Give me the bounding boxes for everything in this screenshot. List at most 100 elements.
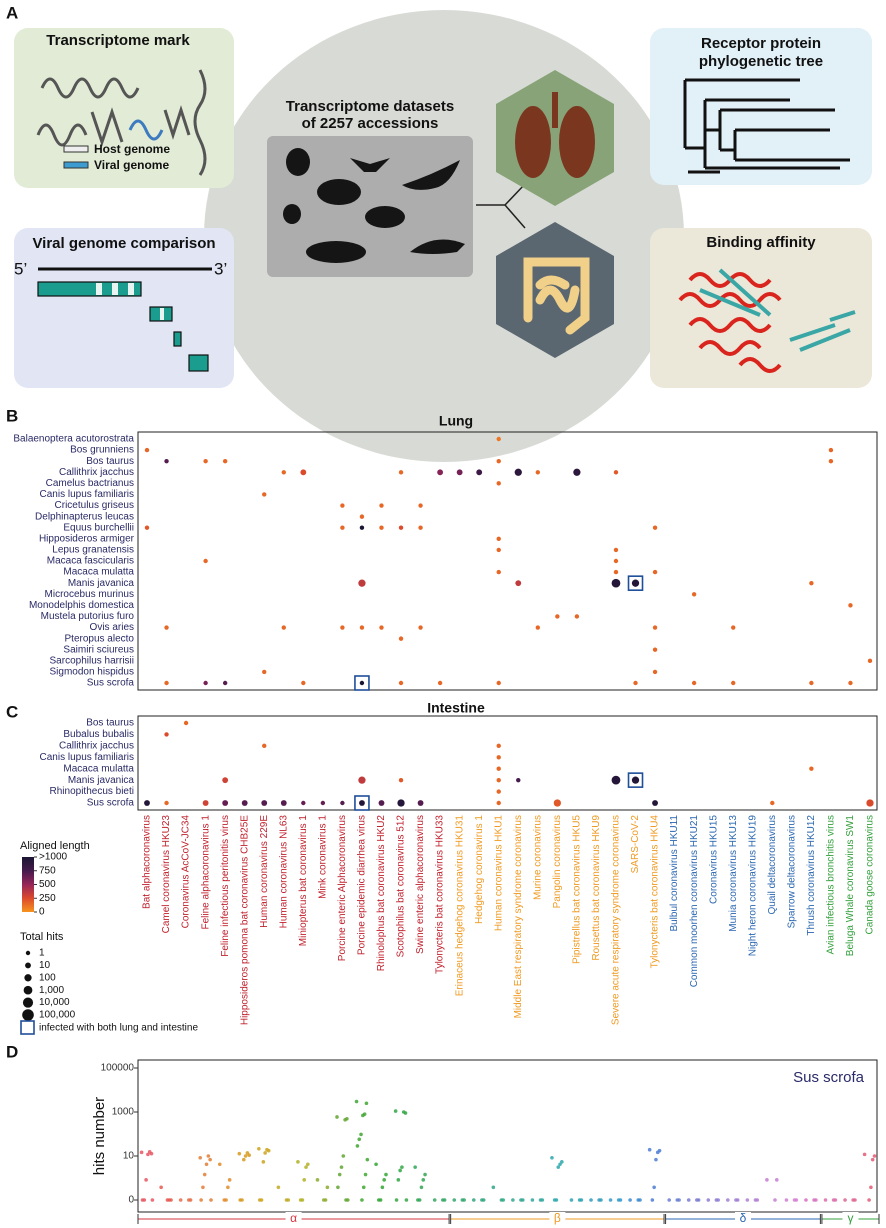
- point: [365, 1157, 370, 1162]
- x-tick-label: Mink coronavirus 1: [318, 815, 329, 899]
- dot: [301, 680, 306, 686]
- highlight-box: [627, 772, 644, 788]
- dot: [280, 800, 287, 806]
- dot: [437, 469, 444, 476]
- dot: [222, 458, 228, 464]
- dot: [631, 776, 640, 784]
- y-tick-label: Microcebus murinus: [45, 589, 134, 600]
- dot: [691, 592, 697, 597]
- dot: [203, 458, 208, 464]
- y-tick-label: Canis lupus familiaris: [40, 489, 134, 500]
- point: [577, 1198, 582, 1202]
- y-tick-label: 1000: [112, 1107, 135, 1118]
- point: [421, 1178, 426, 1182]
- point: [393, 1109, 398, 1113]
- dot: [496, 680, 501, 686]
- point: [374, 1162, 378, 1167]
- dot: [203, 558, 208, 564]
- dot: [164, 625, 169, 630]
- x-tick-label: Rhinolophus bat coronavirus HKU2: [376, 815, 387, 972]
- dot: [866, 799, 874, 807]
- point: [261, 1160, 266, 1164]
- x-tick-label: Scotophilus bat coronavirus 512: [396, 815, 407, 958]
- point: [178, 1198, 183, 1202]
- point: [589, 1198, 593, 1202]
- size-label: 10: [39, 960, 51, 971]
- y-tick-label: Sarcophilus harrisii: [50, 655, 134, 666]
- point: [870, 1157, 875, 1162]
- box-title: of 2257 accessions: [302, 115, 439, 132]
- point: [382, 1178, 386, 1182]
- dot: [379, 525, 384, 530]
- point: [336, 1185, 340, 1190]
- x-tick-label: Rousettus bat coronavirus HKU9: [591, 815, 602, 961]
- point: [243, 1154, 248, 1158]
- point: [265, 1147, 269, 1152]
- point: [396, 1178, 401, 1182]
- dot: [340, 525, 345, 530]
- lungs: [515, 92, 595, 178]
- x-tick-label: Human coronavirus NL63: [278, 815, 289, 929]
- dot: [809, 766, 814, 771]
- helix-viral: [128, 119, 164, 141]
- point: [257, 1147, 261, 1151]
- helix: [163, 105, 191, 140]
- animal: [350, 158, 390, 172]
- y-tick-label: Macaca fascicularis: [47, 556, 134, 567]
- dot: [496, 755, 501, 760]
- dot: [553, 799, 561, 807]
- dot: [573, 468, 581, 476]
- point: [384, 1172, 388, 1177]
- point: [376, 1198, 381, 1202]
- point: [363, 1172, 368, 1177]
- point: [404, 1198, 409, 1202]
- point: [616, 1198, 621, 1202]
- point: [550, 1155, 554, 1160]
- dot: [164, 680, 169, 686]
- point: [341, 1154, 346, 1158]
- arrow: [504, 204, 526, 229]
- dot: [241, 800, 248, 806]
- dot: [574, 614, 580, 619]
- size-key: [24, 974, 32, 982]
- dot: [809, 680, 814, 686]
- helices: [36, 69, 207, 176]
- dot: [301, 800, 306, 806]
- chart-title: Intestine: [427, 700, 485, 716]
- dot: [731, 625, 736, 630]
- dot: [418, 525, 423, 530]
- helix: [40, 77, 140, 99]
- y-tick-label: Macaca mulatta: [63, 763, 134, 774]
- point: [636, 1198, 641, 1202]
- dot: [828, 447, 834, 453]
- dot: [222, 777, 229, 784]
- x-tick-label: Severe acute respiratory syndrome corona…: [611, 815, 622, 1025]
- point: [423, 1172, 427, 1177]
- dot: [281, 625, 286, 630]
- point: [851, 1198, 855, 1202]
- dot: [359, 625, 365, 630]
- dot: [496, 436, 501, 442]
- dot: [398, 636, 404, 641]
- y-tick-label: 100000: [101, 1063, 135, 1074]
- dot: [379, 503, 384, 508]
- animal: [306, 241, 366, 263]
- dot: [262, 669, 267, 675]
- point: [361, 1185, 366, 1190]
- animal: [365, 206, 405, 228]
- dot: [496, 766, 501, 771]
- dot: [144, 800, 150, 806]
- point: [869, 1185, 873, 1190]
- x-tick-label: Hedgehog coronavirus 1: [474, 815, 485, 924]
- point: [206, 1154, 211, 1158]
- box-title: Transcriptome mark: [46, 32, 190, 49]
- point: [202, 1172, 207, 1177]
- point: [726, 1198, 730, 1202]
- helix: [193, 69, 207, 176]
- dot: [555, 614, 560, 619]
- y-tick-label: Balaenoptera acutorostrata: [13, 434, 134, 445]
- chart-title: Lung: [439, 413, 473, 429]
- x-tick-label: Coronavirus AcCoV-JC34: [181, 815, 192, 929]
- point: [199, 1198, 203, 1202]
- point: [364, 1101, 369, 1106]
